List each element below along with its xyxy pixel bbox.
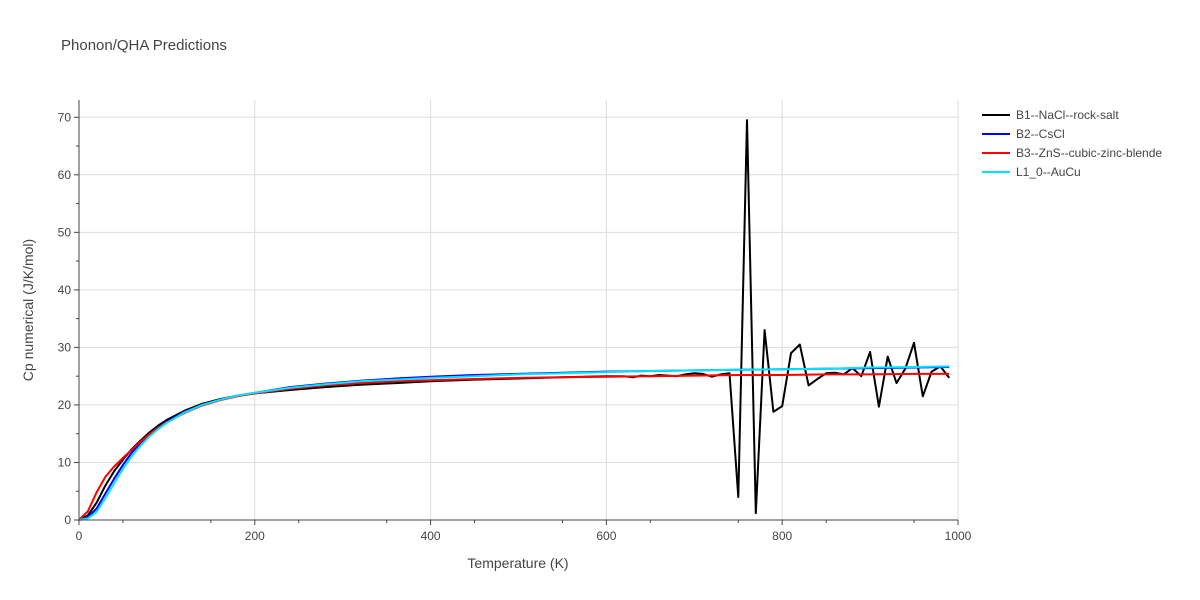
x-tick-label: 200	[245, 529, 265, 543]
legend-item[interactable]: B3--ZnS--cubic-zinc-blende	[982, 146, 1162, 160]
x-tick-label: 400	[421, 529, 441, 543]
x-tick-label: 800	[772, 529, 792, 543]
y-tick-label: 40	[58, 283, 72, 297]
legend-label: B3--ZnS--cubic-zinc-blende	[1016, 146, 1162, 160]
y-tick-label: 50	[58, 225, 72, 239]
legend-item[interactable]: B2--CsCl	[982, 127, 1065, 141]
legend-label: L1_0--AuCu	[1016, 165, 1081, 179]
y-ticks: 0 10 20 30 40 50 60 70	[58, 110, 79, 527]
x-ticks: 0 200 400 600 800 1000	[76, 520, 972, 543]
y-tick-label: 30	[58, 340, 72, 354]
legend-item[interactable]: B1--NaCl--rock-salt	[982, 108, 1119, 122]
grid	[79, 100, 959, 520]
series-line-2[interactable]	[78, 372, 950, 521]
x-tick-label: 600	[596, 529, 616, 543]
x-tick-label: 1000	[945, 529, 972, 543]
y-tick-label: 20	[58, 398, 72, 412]
axes	[78, 100, 958, 521]
y-axis-title: Cp numerical (J/K/mol)	[20, 239, 36, 381]
y-tick-label: 10	[58, 455, 72, 469]
x-tick-label: 0	[76, 529, 83, 543]
y-tick-label: 70	[58, 110, 72, 124]
legend[interactable]: B1--NaCl--rock-salt B2--CsCl B3--ZnS--cubi…	[982, 108, 1162, 179]
y-tick-label: 0	[64, 513, 71, 527]
chart-title: Phonon/QHA Predictions	[61, 37, 227, 54]
y-tick-label: 60	[58, 168, 72, 182]
legend-item[interactable]: L1_0--AuCu	[982, 165, 1081, 179]
series-line-3[interactable]	[78, 365, 950, 521]
legend-label: B2--CsCl	[1016, 127, 1065, 141]
legend-label: B1--NaCl--rock-salt	[1016, 108, 1119, 122]
x-axis-title: Temperature (K)	[467, 555, 568, 571]
series-layer	[78, 119, 950, 521]
